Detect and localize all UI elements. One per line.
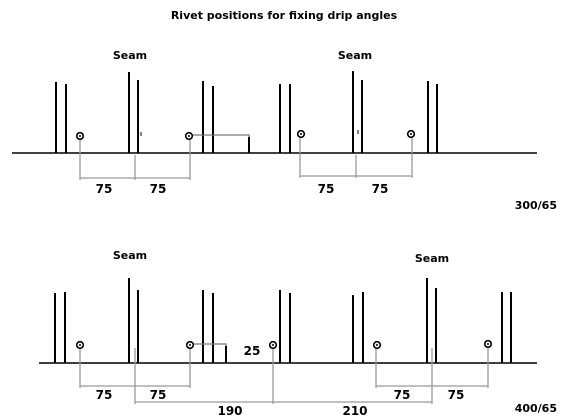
bottom-dim-4: 75 [394, 388, 411, 402]
top-dimensions [79, 138, 413, 180]
top-seam-left-label: Seam [113, 49, 147, 62]
bottom-seam-left-label: Seam [113, 249, 147, 262]
top-rivets [75, 129, 416, 141]
bottom-drip-angle [193, 343, 227, 363]
bottom-dim-1: 75 [96, 388, 113, 402]
top-profile-code: 300/65 [515, 199, 557, 212]
bottom-dim-5: 75 [448, 388, 465, 402]
bottom-dim-7: 210 [342, 404, 367, 418]
bottom-ribs [54, 278, 512, 363]
top-profile [12, 71, 537, 154]
top-dim-3: 75 [318, 182, 335, 196]
bottom-profile-code: 400/65 [515, 402, 557, 415]
bottom-dim-3: 25 [244, 344, 261, 358]
bottom-seam-right-label: Seam [415, 252, 449, 265]
diagram-title: Rivet positions for fixing drip angles [171, 9, 398, 22]
top-dim-1: 75 [96, 182, 113, 196]
bottom-dim-2: 75 [150, 388, 167, 402]
top-ribs [55, 71, 438, 153]
bottom-dimensions [79, 348, 489, 404]
top-dim-2: 75 [150, 182, 167, 196]
top-seam-right-label: Seam [338, 49, 372, 62]
top-dim-4: 75 [372, 182, 389, 196]
top-drip-angle [193, 134, 250, 153]
bottom-profile [39, 278, 537, 364]
bottom-dim-6: 190 [217, 404, 242, 418]
